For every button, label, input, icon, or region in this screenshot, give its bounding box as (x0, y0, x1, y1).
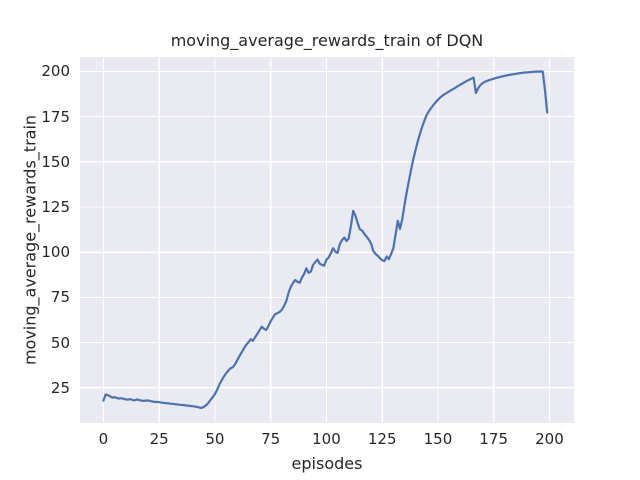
y-tick-label: 125 (41, 198, 70, 216)
x-tick-label: 175 (479, 430, 509, 448)
x-tick-label: 150 (423, 430, 453, 448)
x-tick-label: 25 (149, 430, 169, 448)
y-tick-label: 100 (41, 243, 70, 262)
x-axis-label: episodes (291, 454, 363, 473)
y-tick-label: 200 (41, 62, 70, 81)
x-tick-label: 0 (98, 430, 109, 448)
x-tick-label: 125 (367, 430, 397, 448)
x-tick-label: 200 (535, 430, 564, 448)
reward-line (102, 70, 549, 410)
y-tick-label: 50 (50, 333, 70, 352)
chart-title: moving_average_rewards_train of DQN (170, 31, 484, 50)
y-tick-label: 25 (50, 378, 70, 397)
y-tick-label: 75 (50, 288, 70, 307)
y-tick-label: 175 (41, 107, 70, 126)
x-tick-label: 50 (205, 430, 225, 448)
y-tick-label: 150 (41, 152, 70, 171)
x-tick-label: 100 (312, 430, 341, 448)
x-tick-label: 75 (261, 430, 281, 448)
